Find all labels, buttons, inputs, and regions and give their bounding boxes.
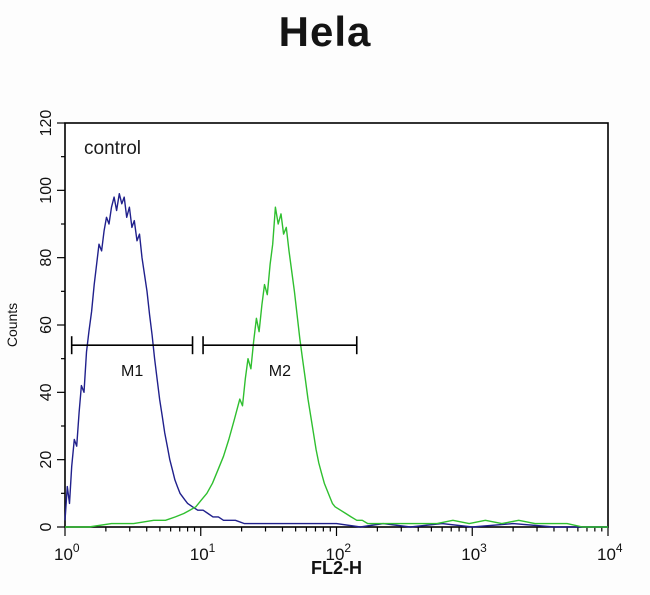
x-tick-label: 103 xyxy=(461,541,487,564)
x-tick-label: 100 xyxy=(54,541,80,564)
chart-title: Hela xyxy=(278,8,372,55)
y-tick-label: 20 xyxy=(38,451,55,469)
axes xyxy=(57,122,609,536)
y-tick-label: 120 xyxy=(38,110,55,137)
y-tick-label: 40 xyxy=(38,383,55,401)
blue-histogram-curve xyxy=(64,192,608,528)
plot-border xyxy=(64,122,609,528)
y-axis-label: Counts xyxy=(4,303,20,347)
y-tick-label: 0 xyxy=(38,522,55,531)
marker-label-m1: M1 xyxy=(121,363,143,380)
marker-m1: M1 xyxy=(70,336,194,380)
y-tick-label: 60 xyxy=(38,316,55,334)
x-tick-label: 101 xyxy=(190,541,216,564)
control-annotation: control xyxy=(84,138,142,159)
x-tick-label: 104 xyxy=(597,541,623,564)
y-tick-label: 100 xyxy=(38,177,55,204)
green-histogram-curve xyxy=(65,206,608,528)
x-axis-label: FL2-H xyxy=(311,558,362,578)
y-tick-label: 80 xyxy=(38,249,55,267)
marker-m2: M2 xyxy=(202,336,358,380)
marker-label-m2: M2 xyxy=(269,363,291,380)
